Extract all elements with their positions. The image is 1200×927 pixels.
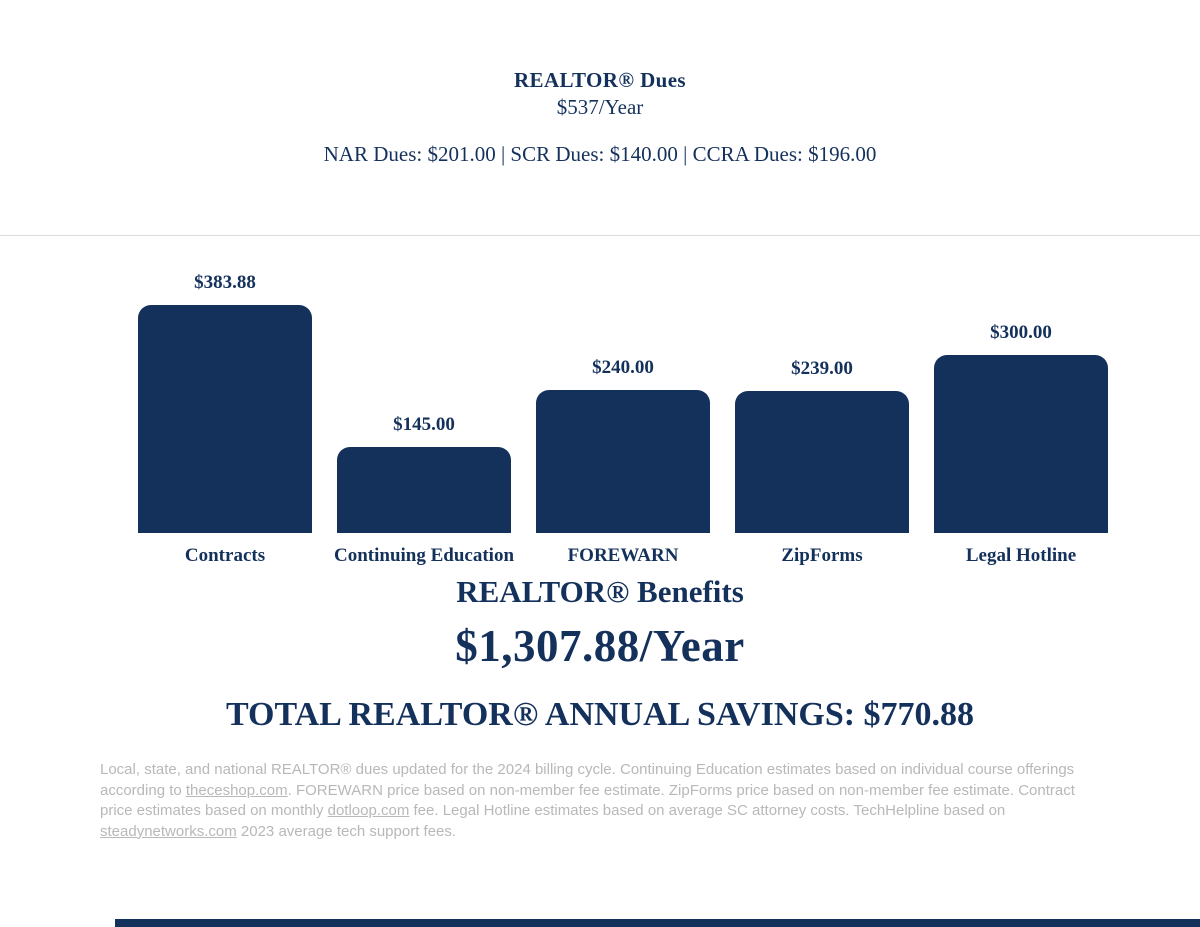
bar-zipforms (735, 391, 909, 533)
bar-contracts (138, 305, 312, 533)
footnote-link[interactable]: theceshop.com (185, 781, 288, 799)
dues-amount: $537/Year (556, 95, 644, 119)
bar-category-label: Legal Hotline (965, 545, 1077, 566)
bottom-accent-bar (115, 919, 1200, 927)
dues-title: REALTOR® Dues (513, 68, 687, 92)
bar-continuing-education (337, 447, 511, 533)
bar-category-label: Contracts (184, 545, 266, 566)
footnote-text: fee. Legal Hotline estimates based on av… (409, 802, 1006, 819)
bar-value-label: $300.00 (990, 322, 1052, 343)
benefits-total: $1,307.88/Year (455, 621, 745, 671)
bar-column-zipforms: $239.00 ZipForms (735, 358, 909, 568)
dues-breakdown: NAR Dues: $201.00 | SCR Dues: $140.00 | … (323, 142, 877, 166)
section-divider (0, 235, 1200, 236)
annual-savings-line: TOTAL REALTOR® ANNUAL SAVINGS: $770.88 (225, 696, 975, 733)
bar-column-continuing-education: $145.00 Continuing Education (333, 414, 515, 568)
bar-category-label: Continuing Education (333, 545, 515, 566)
bar-forewarn (536, 390, 710, 533)
bar-legal-hotline (934, 355, 1108, 533)
bar-column-forewarn: $240.00 FOREWARN (536, 357, 710, 568)
bar-value-label: $239.00 (791, 358, 853, 379)
bar-column-legal-hotline: $300.00 Legal Hotline (934, 322, 1108, 568)
bar-category-label: ZipForms (781, 545, 863, 566)
bar-category-label: FOREWARN (567, 545, 679, 566)
benefits-title: REALTOR® Benefits (456, 574, 744, 609)
bar-value-label: $145.00 (393, 414, 455, 435)
benefits-bar-chart: $383.88 Contracts $145.00 Continuing Edu… (0, 272, 1200, 568)
footnote-link[interactable]: dotloop.com (327, 802, 410, 819)
bar-value-label: $383.88 (194, 272, 256, 293)
bar-value-label: $240.00 (592, 357, 654, 378)
footnote-text: Local, state, and national REALTOR® dues… (100, 761, 1075, 799)
footnote: Local, state, and national REALTOR® dues… (100, 760, 1108, 842)
footnote-link[interactable]: steadynetworks.com (100, 822, 237, 840)
bar-column-contracts: $383.88 Contracts (138, 272, 312, 568)
footnote-text: 2023 average tech support fees. (236, 822, 457, 840)
footnote-text: . FOREWARN price based on non-member fee… (100, 781, 1075, 820)
